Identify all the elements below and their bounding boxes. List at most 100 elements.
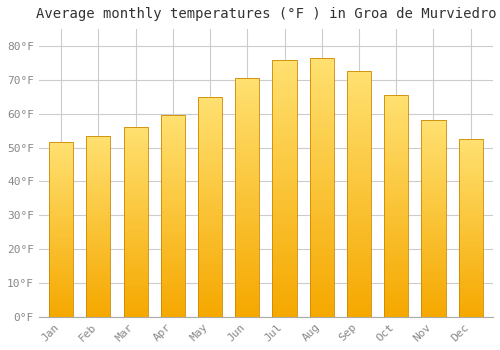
Bar xyxy=(458,219,483,221)
Bar xyxy=(49,149,73,151)
Bar xyxy=(422,120,446,122)
Bar xyxy=(272,255,296,258)
Bar xyxy=(384,210,408,212)
Bar xyxy=(347,184,371,187)
Bar xyxy=(422,213,446,215)
Bar xyxy=(347,111,371,113)
Bar xyxy=(272,214,296,216)
Bar xyxy=(422,234,446,236)
Bar xyxy=(310,185,334,187)
Bar xyxy=(384,277,408,279)
Bar xyxy=(198,277,222,279)
Bar xyxy=(49,289,73,290)
Bar xyxy=(235,264,260,267)
Bar xyxy=(272,60,296,317)
Bar xyxy=(86,138,110,139)
Bar xyxy=(160,216,185,218)
Bar xyxy=(124,152,148,154)
Bar xyxy=(198,288,222,290)
Bar xyxy=(49,181,73,183)
Bar xyxy=(124,205,148,207)
Bar xyxy=(49,217,73,219)
Bar xyxy=(458,301,483,303)
Bar xyxy=(198,282,222,284)
Bar xyxy=(458,285,483,287)
Bar xyxy=(422,175,446,177)
Bar xyxy=(347,177,371,179)
Bar xyxy=(198,216,222,218)
Bar xyxy=(160,116,185,117)
Bar xyxy=(198,233,222,236)
Bar xyxy=(458,244,483,246)
Bar xyxy=(235,128,260,131)
Bar xyxy=(235,195,260,197)
Bar xyxy=(347,211,371,214)
Bar xyxy=(86,312,110,313)
Bar xyxy=(422,303,446,305)
Bar xyxy=(86,181,110,183)
Bar xyxy=(384,108,408,111)
Bar xyxy=(160,262,185,265)
Bar xyxy=(384,117,408,119)
Bar xyxy=(272,113,296,116)
Bar xyxy=(458,267,483,269)
Bar xyxy=(160,268,185,271)
Bar xyxy=(422,195,446,197)
Bar xyxy=(160,254,185,257)
Bar xyxy=(160,236,185,238)
Bar xyxy=(272,88,296,90)
Bar xyxy=(310,120,334,122)
Bar xyxy=(124,148,148,150)
Bar xyxy=(124,248,148,251)
Bar xyxy=(49,198,73,200)
Bar xyxy=(86,266,110,268)
Bar xyxy=(86,170,110,172)
Bar xyxy=(272,219,296,222)
Bar xyxy=(198,242,222,244)
Bar xyxy=(458,312,483,313)
Bar xyxy=(458,203,483,205)
Bar xyxy=(49,312,73,313)
Bar xyxy=(458,183,483,185)
Bar xyxy=(384,295,408,297)
Bar xyxy=(310,296,334,299)
Bar xyxy=(384,188,408,190)
Bar xyxy=(422,232,446,234)
Bar xyxy=(384,301,408,303)
Bar xyxy=(347,133,371,135)
Bar xyxy=(458,287,483,288)
Bar xyxy=(422,272,446,274)
Bar xyxy=(347,138,371,140)
Bar xyxy=(235,188,260,190)
Bar xyxy=(310,182,334,185)
Bar xyxy=(458,264,483,265)
Bar xyxy=(124,218,148,220)
Bar xyxy=(384,137,408,139)
Bar xyxy=(347,297,371,300)
Bar xyxy=(198,220,222,222)
Bar xyxy=(272,188,296,191)
Bar xyxy=(458,288,483,290)
Bar xyxy=(384,279,408,281)
Bar xyxy=(422,260,446,262)
Bar xyxy=(198,226,222,229)
Bar xyxy=(160,210,185,212)
Bar xyxy=(160,206,185,208)
Bar xyxy=(422,179,446,181)
Bar xyxy=(124,139,148,140)
Bar xyxy=(272,139,296,142)
Bar xyxy=(124,283,148,285)
Bar xyxy=(272,85,296,88)
Bar xyxy=(160,212,185,214)
Bar xyxy=(124,135,148,137)
Bar xyxy=(458,196,483,198)
Bar xyxy=(310,58,334,317)
Bar xyxy=(86,197,110,199)
Bar xyxy=(124,311,148,313)
Bar xyxy=(198,207,222,209)
Bar xyxy=(422,158,446,160)
Bar xyxy=(458,173,483,175)
Bar xyxy=(458,262,483,264)
Bar xyxy=(384,164,408,166)
Bar xyxy=(198,110,222,112)
